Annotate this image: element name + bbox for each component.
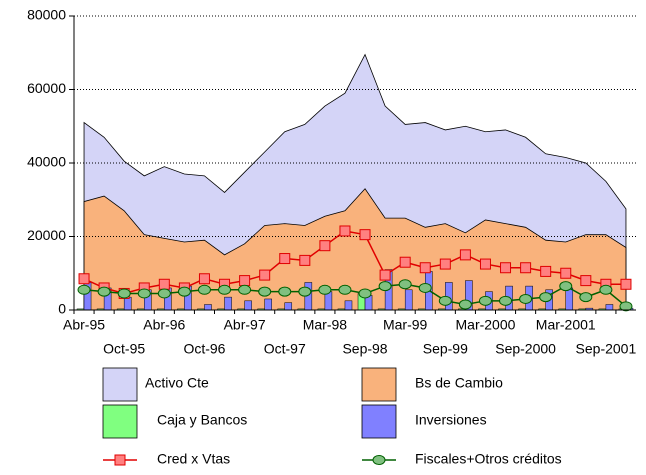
legend-label: Caja y Bancos [157, 412, 247, 428]
bar [264, 298, 272, 311]
y-tick-label: 80000 [27, 7, 66, 23]
line-marker [358, 288, 372, 299]
line-marker [137, 288, 151, 299]
line-marker [117, 288, 131, 299]
line-marker [259, 269, 271, 281]
line-marker [418, 282, 432, 293]
line-marker [419, 262, 431, 274]
legend-label: Bs de Cambio [415, 375, 503, 391]
y-tick-label: 60000 [27, 80, 66, 96]
line-marker [579, 292, 593, 303]
legend-swatch [102, 404, 138, 439]
line-marker [599, 284, 613, 295]
x-tick-label: Sep-99 [423, 341, 468, 357]
line-marker [438, 295, 452, 306]
line-marker [459, 249, 471, 261]
line-marker [620, 278, 632, 290]
y-tick-label: 0 [58, 301, 66, 317]
line-marker [499, 295, 513, 306]
line-marker [520, 262, 532, 274]
line-marker [218, 284, 232, 295]
line-marker [399, 256, 411, 268]
line-marker [77, 284, 91, 295]
line-marker [319, 240, 331, 252]
line-marker [198, 273, 210, 285]
line-marker [339, 225, 351, 237]
line-marker [559, 281, 573, 292]
bar [204, 304, 212, 311]
x-tick-label: Oct-95 [103, 341, 145, 357]
legend-swatch [361, 404, 397, 439]
x-tick-label: Mar-98 [303, 317, 348, 333]
legend-label: Inversiones [415, 412, 487, 428]
bar [404, 289, 413, 311]
legend-swatch [102, 367, 138, 402]
line-marker [238, 284, 252, 295]
line-marker [478, 295, 492, 306]
line-marker [540, 265, 552, 277]
x-tick-label: Sep-2001 [576, 341, 637, 357]
legend-marker [372, 455, 386, 465]
line-marker [177, 286, 191, 297]
x-tick-label: Mar-2000 [456, 317, 516, 333]
line-marker [278, 286, 292, 297]
line-marker [97, 286, 111, 297]
line-marker [78, 273, 90, 285]
line-marker [299, 254, 311, 266]
x-tick-label: Oct-96 [183, 341, 225, 357]
line-marker [258, 286, 272, 297]
x-tick-label: Oct-97 [264, 341, 306, 357]
x-tick-label: Sep-2000 [495, 341, 556, 357]
line [83, 283, 627, 307]
line-marker [379, 269, 391, 281]
x-tick-label: Abr-97 [224, 317, 266, 333]
line-marker [500, 262, 512, 274]
x-tick-label: Abr-95 [63, 317, 105, 333]
x-tick-label: Mar-99 [383, 317, 428, 333]
line-marker [580, 275, 592, 287]
legend-swatch [361, 367, 397, 402]
x-tick-label: Sep-98 [342, 341, 387, 357]
line-marker [338, 284, 352, 295]
bar [565, 287, 574, 311]
line-marker [279, 253, 291, 265]
legend-label: Cred x Vtas [157, 451, 230, 467]
line-marker [359, 229, 371, 241]
line-marker [560, 267, 572, 279]
legend-marker [114, 454, 126, 466]
bar [244, 300, 252, 311]
legend-label: Activo Cte [145, 375, 209, 391]
line-marker [398, 279, 412, 290]
line-marker [479, 258, 491, 270]
y-tick-label: 20000 [27, 227, 66, 243]
line-marker [458, 299, 472, 310]
line-marker [197, 284, 211, 295]
y-tick-label: 40000 [27, 154, 66, 170]
bar [284, 302, 293, 311]
line-marker [439, 258, 451, 270]
bar [224, 296, 232, 311]
bar [123, 296, 132, 311]
bar [344, 300, 353, 311]
x-tick-label: Mar-2001 [536, 317, 596, 333]
x-tick-label: Abr-96 [143, 317, 185, 333]
bar [605, 304, 614, 311]
line-marker [539, 292, 553, 303]
line [83, 230, 626, 295]
legend-label: Fiscales+Otros créditos [415, 451, 562, 467]
line-marker [158, 278, 170, 290]
line-marker [157, 288, 171, 299]
line-marker [298, 286, 312, 297]
line-marker [519, 293, 533, 304]
line-marker [619, 301, 633, 312]
line-marker [378, 281, 392, 292]
line-marker [239, 275, 251, 287]
line-marker [318, 284, 332, 295]
